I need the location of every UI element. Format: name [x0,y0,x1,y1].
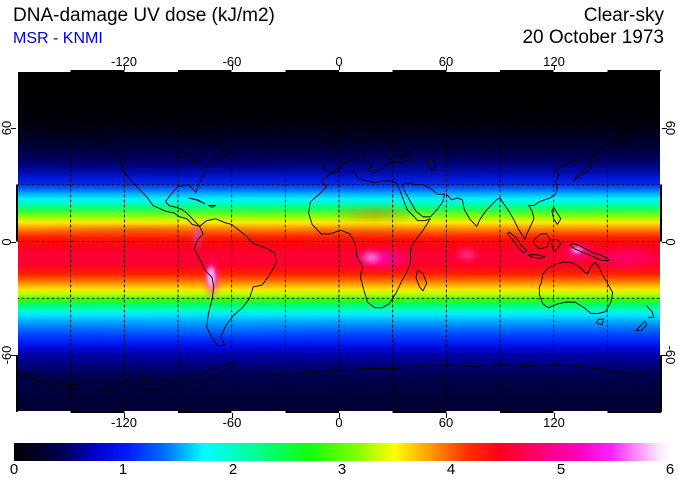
coast-europe-siberia [323,96,654,174]
axis-tick [446,413,447,418]
map-frame-right [660,71,662,412]
coast-great-lakes [174,151,197,162]
axis-tick [662,242,667,243]
colorbar-tick-label: 3 [337,461,347,478]
coast-south-east-asia [446,116,659,239]
colorbar-tick-label: 4 [446,461,456,478]
map-overlay-svg [17,71,661,412]
axis-tick [11,242,16,243]
gridlines [17,71,661,412]
axis-tick [554,413,555,418]
axis-tick [662,128,667,129]
lon-tick-label-bottom: -60 [222,415,242,430]
north-pacific-cloud-wisp [57,147,297,165]
page-title: DNA-damage UV dose (kJ/m2) [13,5,275,26]
coast-japan [573,156,596,181]
coast-australia [539,262,612,325]
axis-tick [11,128,16,129]
axis-tick [446,65,447,70]
axis-tick [662,355,667,356]
lon-tick-label-top: 0 [335,54,343,69]
north-atlantic-cloud-wisp [337,157,487,171]
coast-kamchatka [618,128,631,145]
coast-arabia [402,183,445,217]
uv-hotspot-indian-ocean [455,247,479,262]
axis-tick [339,65,340,70]
axis-tick [232,65,233,70]
lon-tick-label-top: -60 [222,54,242,69]
uv-hotspot-congo-core [359,250,383,265]
axis-tick [124,413,125,418]
itcz-cloud-streak-pacific [47,226,237,234]
coast-africa [309,171,431,307]
colorbar [14,443,670,461]
lon-tick-label-bottom: 60 [438,415,454,430]
map-frame-top [17,70,661,72]
south-pacific-cyan-wisp [87,317,317,333]
source-label: MSR - KNMI [13,30,103,47]
coastlines [17,88,661,389]
lon-tick-label-bottom: -120 [110,415,138,430]
lon-tick-label-top: -120 [110,54,138,69]
colorbar-tick-label: 1 [118,461,128,478]
axis-tick [554,65,555,70]
coast-antarctica [17,361,661,389]
lon-tick-label-top: 120 [543,54,565,69]
coast-black-caspian-sea [389,156,436,171]
axis-tick [339,413,340,418]
map-frame-bottom [17,411,661,413]
axis-tick [232,413,233,418]
itcz-cloud-streak-atlantic [297,229,427,236]
axis-tick [11,355,16,356]
world-uv-heatmap [17,71,661,412]
coast-british-isles-iceland [300,116,338,146]
coast-philippines [552,207,561,224]
coast-greenland [235,88,308,128]
coast-indonesia [507,232,609,260]
colorbar-tick-label: 2 [228,461,238,478]
sahara-uv-band [332,207,417,221]
lon-tick-label-bottom: 120 [543,415,565,430]
condition-label: Clear-sky [583,5,664,26]
uv-hotspot-west-pacific [593,246,661,270]
map-frame-left [16,71,18,412]
lon-tick-label-top: 60 [438,54,454,69]
date-label: 20 October 1973 [522,27,664,48]
colorbar-tick-label: 0 [9,461,19,478]
axis-tick [124,65,125,70]
coast-caribbean [189,198,216,207]
coast-hudson-bay [171,120,196,135]
lon-tick-label-bottom: 0 [335,415,343,430]
coast-north-america [42,107,232,226]
coast-madagascar [416,270,427,291]
colorbar-tick-label: 5 [556,461,566,478]
coast-south-america [194,219,276,346]
colorbar-tick-label: 6 [665,461,675,478]
coast-new-zealand [636,306,654,331]
